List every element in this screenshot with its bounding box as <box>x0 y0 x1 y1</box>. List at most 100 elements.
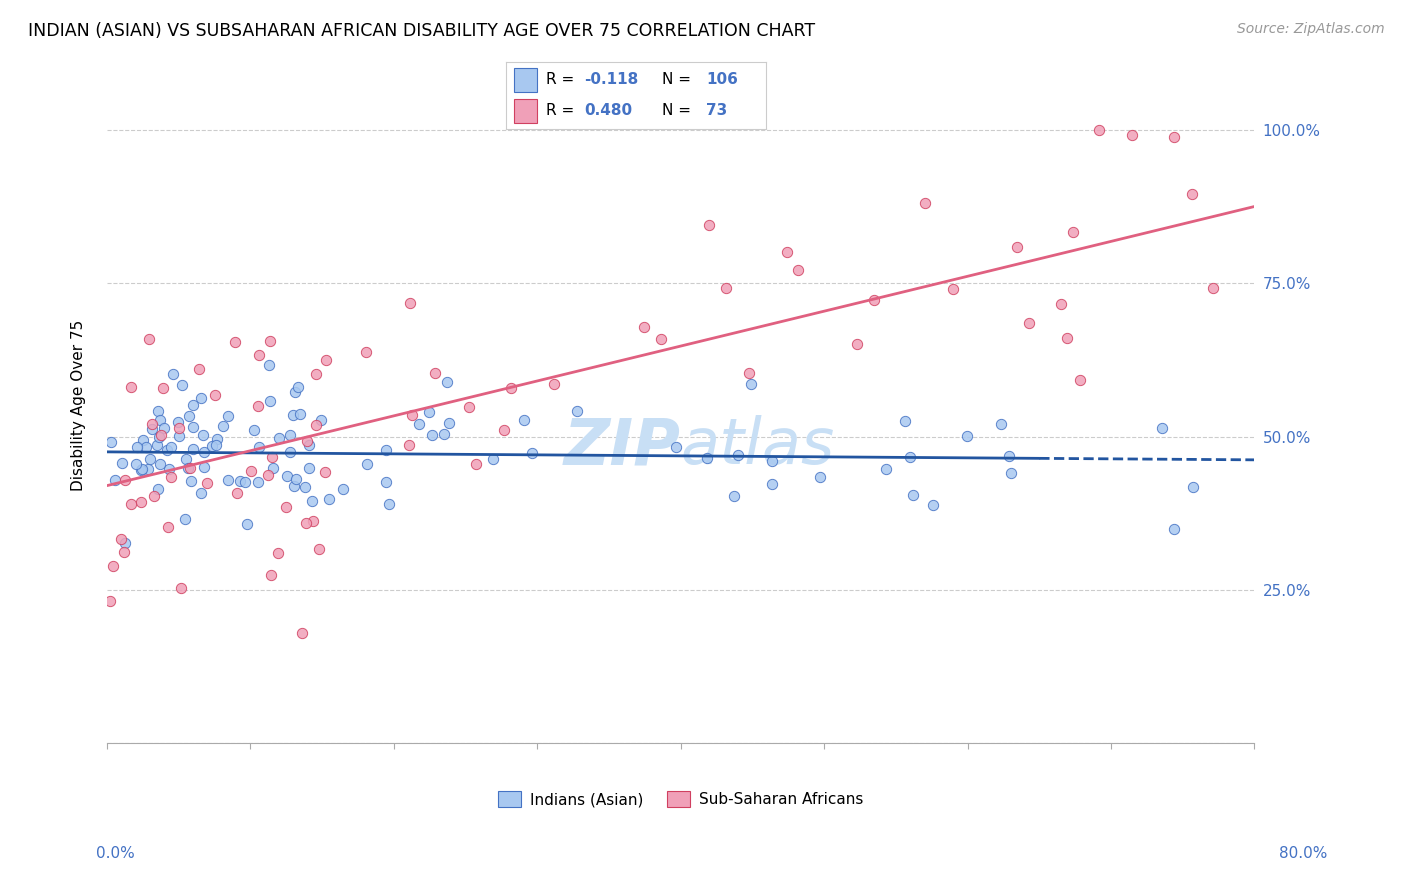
Point <box>422 428 444 442</box>
Point <box>914 195 936 210</box>
Point <box>170 378 193 392</box>
Point <box>423 366 446 380</box>
Point <box>167 429 190 443</box>
Point <box>262 461 284 475</box>
Point <box>1202 280 1225 294</box>
Point <box>156 520 179 534</box>
Text: ZIP: ZIP <box>564 416 681 477</box>
Point <box>127 440 149 454</box>
Point <box>267 546 290 560</box>
Point <box>193 444 215 458</box>
Point <box>101 558 124 573</box>
Point <box>146 483 169 497</box>
Point <box>146 404 169 418</box>
Point <box>143 489 166 503</box>
Point <box>1181 480 1204 494</box>
Point <box>1007 240 1029 254</box>
Point <box>131 462 153 476</box>
Text: N =: N = <box>662 72 692 87</box>
Point <box>433 426 456 441</box>
Point <box>98 594 121 608</box>
Point <box>401 408 423 422</box>
Point <box>301 493 323 508</box>
Point <box>1163 522 1185 536</box>
Point <box>1088 123 1111 137</box>
Point <box>138 332 160 346</box>
Point <box>217 409 239 423</box>
Point <box>437 416 460 430</box>
Point <box>278 428 301 442</box>
Point <box>173 511 195 525</box>
Point <box>499 381 522 395</box>
Point <box>297 434 319 448</box>
Point <box>513 413 536 427</box>
Point <box>242 423 264 437</box>
Point <box>239 465 262 479</box>
Point <box>226 486 249 500</box>
Point <box>314 465 336 479</box>
Point <box>229 475 252 489</box>
Point <box>543 377 565 392</box>
Point <box>436 375 458 389</box>
Text: INDIAN (ASIAN) VS SUBSAHARAN AFRICAN DISABILITY AGE OVER 75 CORRELATION CHART: INDIAN (ASIAN) VS SUBSAHARAN AFRICAN DIS… <box>28 22 815 40</box>
Point <box>738 366 761 380</box>
Point <box>633 319 655 334</box>
Point <box>714 281 737 295</box>
Point <box>309 413 332 427</box>
Point <box>204 388 226 402</box>
Point <box>520 446 543 460</box>
Point <box>901 488 924 502</box>
Point <box>990 417 1012 431</box>
Text: 0.0%: 0.0% <box>96 846 135 861</box>
Bar <box>515 99 537 123</box>
Point <box>295 516 318 530</box>
Point <box>776 245 799 260</box>
Point <box>114 536 136 550</box>
Point <box>304 418 326 433</box>
Y-axis label: Disability Age Over 75: Disability Age Over 75 <box>72 320 86 491</box>
Point <box>111 456 134 470</box>
Point <box>110 532 132 546</box>
Point <box>305 367 328 381</box>
Point <box>181 398 204 412</box>
Point <box>247 348 270 362</box>
Text: 0.480: 0.480 <box>585 103 633 118</box>
Point <box>727 449 749 463</box>
Point <box>217 473 239 487</box>
Point <box>374 475 396 490</box>
Text: atlas: atlas <box>681 416 835 477</box>
Point <box>166 415 188 429</box>
Point <box>247 441 270 455</box>
Text: 80.0%: 80.0% <box>1279 846 1327 861</box>
Point <box>236 516 259 531</box>
Point <box>205 432 228 446</box>
Point <box>100 435 122 450</box>
Point <box>284 472 307 486</box>
Point <box>257 468 280 483</box>
Point <box>148 430 170 444</box>
Point <box>302 514 325 528</box>
Point <box>247 475 270 490</box>
Point <box>183 420 205 434</box>
Point <box>1181 186 1204 201</box>
Point <box>1056 330 1078 344</box>
Point <box>863 293 886 307</box>
Point <box>233 475 256 489</box>
Point <box>141 422 163 436</box>
Point <box>141 417 163 431</box>
Point <box>921 498 943 512</box>
Point <box>159 440 181 454</box>
Point <box>224 334 246 349</box>
Point <box>188 362 211 376</box>
Point <box>205 437 228 451</box>
Point <box>375 443 398 458</box>
Point <box>356 457 378 471</box>
Point <box>183 442 205 457</box>
Point <box>697 218 720 232</box>
Point <box>956 428 979 442</box>
Point <box>1152 421 1174 435</box>
Point <box>177 460 200 475</box>
Point <box>287 380 309 394</box>
Point <box>259 358 281 372</box>
Point <box>1050 296 1073 310</box>
